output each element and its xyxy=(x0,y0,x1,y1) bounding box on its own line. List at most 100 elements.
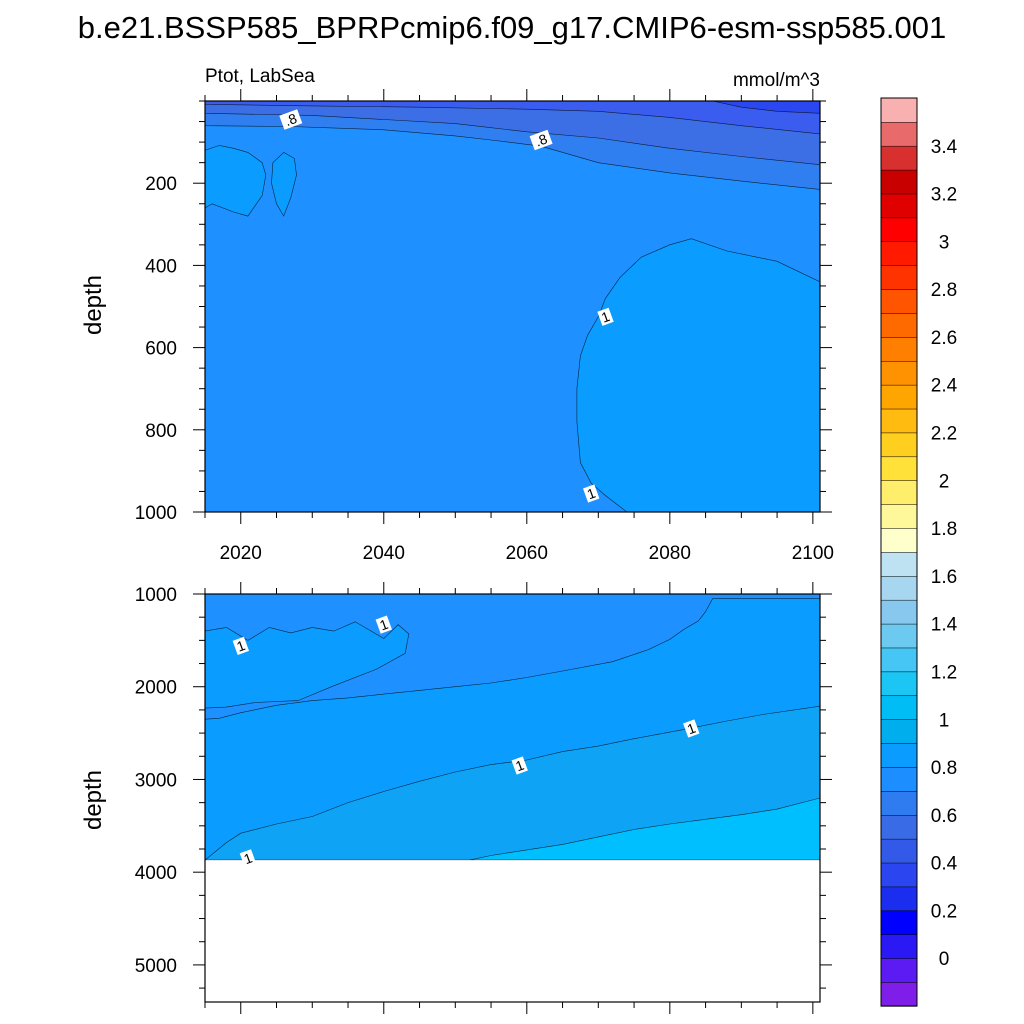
contour-label-box xyxy=(375,615,393,634)
colorbar-swatch xyxy=(880,456,918,481)
colorbar-swatch xyxy=(880,288,918,314)
chart-title: b.e21.BSSP585_BPRPcmip6.f09_g17.CMIP6-es… xyxy=(78,10,947,45)
colorbar-swatch xyxy=(880,838,918,864)
upper-axes: 2020 2040 2060 2080 2100 200 400 600 800 1000 xyxy=(135,89,834,564)
contour-label-box xyxy=(232,636,250,655)
x-tick-label: 2100 xyxy=(792,543,834,564)
y-tick-label: 3000 xyxy=(135,770,177,791)
lower-axes: 1000 2000 3000 4000 5000 xyxy=(135,582,832,1014)
contour-label-box xyxy=(239,849,257,868)
x-tick-label: 2060 xyxy=(506,543,548,564)
contour-region-0.4-0.5 xyxy=(712,101,820,114)
colorbar-swatch xyxy=(880,432,918,458)
colorbar-label: 2.2 xyxy=(931,424,957,445)
lower-contour-plot xyxy=(205,594,820,1002)
colorbar-label: 3 xyxy=(939,232,950,253)
contour-region-0.9-1.0 xyxy=(205,621,410,709)
contour-label-text: .8 xyxy=(283,110,300,129)
colorbar-label: 1.6 xyxy=(931,567,957,588)
colorbar-swatch xyxy=(880,981,918,1007)
x-tick-label: 2080 xyxy=(649,543,691,564)
colorbar-swatch xyxy=(880,910,918,935)
upper-contour-labels: .8 .8 1 1 xyxy=(279,109,614,503)
contour-label: 1 xyxy=(597,307,614,326)
colorbar-swatch xyxy=(880,360,918,386)
colorbar-label: 1.2 xyxy=(931,663,957,684)
colorbar-label: 3.4 xyxy=(931,137,958,158)
plot-frame xyxy=(204,593,821,1003)
colorbar-swatch xyxy=(880,384,918,410)
colorbar-label: 0 xyxy=(939,949,950,970)
colorbar-label: 1.8 xyxy=(931,519,957,540)
colorbar-frame xyxy=(880,97,918,1007)
contour-region-0.9-1.0 xyxy=(271,152,297,217)
contour-label: .8 xyxy=(279,109,303,130)
upper-contour-plot xyxy=(205,101,820,512)
y-tick-label: 200 xyxy=(145,174,177,195)
upper-panel: Ptot, LabSea mmol/m^3 2020 2040 2060 2080 21… xyxy=(80,66,834,564)
colorbar-swatch xyxy=(880,623,918,649)
colorbar-label: 1 xyxy=(939,710,950,731)
colorbar-label: 0.2 xyxy=(931,901,957,922)
colorbar-swatch xyxy=(880,193,918,219)
colorbar-swatch xyxy=(880,527,918,553)
colorbar: 3.4 3.2 3 2.8 2.6 2.4 2.2 2 1.8 1.6 1.4 1.2 1 0.8 0.6 0… xyxy=(880,97,958,1007)
colorbar-label: 0.8 xyxy=(931,758,957,779)
y-tick-label: 5000 xyxy=(135,956,177,977)
y-tick-label: 1000 xyxy=(135,585,177,606)
below-bottom-mask xyxy=(205,860,820,1002)
colorbar-swatch xyxy=(880,814,918,840)
contour-label: 1 xyxy=(239,849,257,868)
colorbar-swatch xyxy=(880,575,918,601)
lower-panel: 1000 2000 3000 4000 5000 1 1 1 1 1 depth xyxy=(80,582,832,1014)
colorbar-swatch xyxy=(880,671,918,697)
colorbar-swatch xyxy=(880,551,918,577)
lower-y-axis-label: depth xyxy=(80,770,107,830)
upper-y-axis-label: depth xyxy=(80,275,107,335)
contour-label: 1 xyxy=(582,484,600,503)
contour-region-1.0-1.1 xyxy=(205,705,820,861)
y-tick-label: 4000 xyxy=(135,863,177,884)
colorbar-swatch xyxy=(880,121,918,147)
contour-region-0.5-0.6 xyxy=(205,101,820,135)
contour-label-box xyxy=(597,307,614,326)
contour-region-1.1-1.2 xyxy=(469,797,820,861)
colorbar-swatch xyxy=(880,241,918,266)
colorbar-label: 2.4 xyxy=(931,376,958,397)
contour-label: 1 xyxy=(232,636,250,655)
colorbar-label: 0.6 xyxy=(931,806,957,827)
upper-subtitle-right: mmol/m^3 xyxy=(733,70,820,91)
contour-region-0.9-1.0 xyxy=(205,145,267,217)
contour-label-box xyxy=(511,756,528,775)
x-tick-label: 2020 xyxy=(220,543,262,564)
colorbar-swatch xyxy=(880,862,918,888)
colorbar-label: 3.2 xyxy=(931,185,957,206)
colorbar-label: 1.4 xyxy=(931,615,958,636)
colorbar-swatch xyxy=(880,934,918,959)
colorbar-swatch xyxy=(880,957,918,983)
contour-label-box xyxy=(582,484,600,503)
contour-label-box xyxy=(683,719,700,738)
colorbar-label: 2.6 xyxy=(931,328,957,349)
x-tick-label: 2040 xyxy=(363,543,405,564)
colorbar-swatch xyxy=(880,886,918,912)
colorbar-swatch xyxy=(880,503,918,529)
colorbar-swatch xyxy=(880,169,918,195)
colorbar-label: 2.8 xyxy=(931,280,957,301)
colorbar-swatch xyxy=(880,647,918,673)
colorbar-swatch xyxy=(880,336,918,362)
colorbar-swatch xyxy=(880,480,918,505)
contour-label-box xyxy=(529,129,553,151)
colorbar-label: 2 xyxy=(939,471,950,492)
colorbar-swatch xyxy=(880,742,918,768)
colorbar-swatch xyxy=(880,790,918,816)
contour-label: 1 xyxy=(683,719,700,738)
contour-label-box xyxy=(279,109,303,130)
colorbar-swatch xyxy=(880,408,918,434)
colorbar-swatch xyxy=(880,265,918,290)
lower-contour-labels: 1 1 1 1 1 xyxy=(232,615,700,868)
colorbar-swatch xyxy=(880,766,918,792)
colorbar-swatch xyxy=(880,719,918,744)
contour-label-text: .8 xyxy=(533,130,550,149)
